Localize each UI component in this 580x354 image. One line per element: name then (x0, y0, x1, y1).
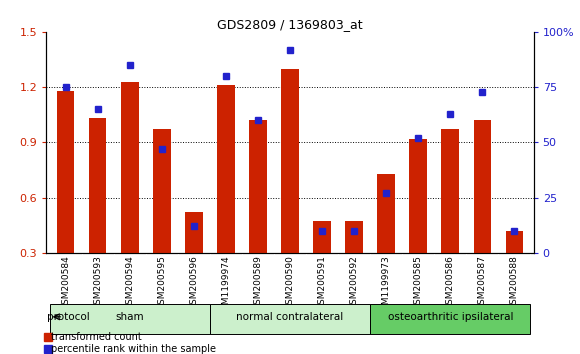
Bar (89, 118, 107, 253)
Text: transformed count: transformed count (51, 332, 142, 342)
Bar (345, 222, 363, 253)
Text: GSM200590: GSM200590 (285, 255, 295, 310)
Text: GSM200584: GSM200584 (61, 255, 70, 310)
Bar (185, 212, 202, 253)
Text: GSM1199973: GSM1199973 (382, 255, 391, 316)
Bar (217, 85, 235, 253)
Text: GSM200588: GSM200588 (510, 255, 519, 310)
Bar (153, 130, 171, 253)
Text: osteoarthritic ipsilateral: osteoarthritic ipsilateral (387, 312, 513, 322)
Bar (57, 91, 74, 253)
Bar (506, 231, 523, 253)
Bar (473, 120, 491, 253)
Bar (121, 81, 139, 253)
Text: GSM200595: GSM200595 (157, 255, 166, 310)
Text: GSM200596: GSM200596 (189, 255, 198, 310)
Text: GSM200589: GSM200589 (253, 255, 262, 310)
Bar (313, 222, 331, 253)
Bar (378, 173, 395, 253)
Title: GDS2809 / 1369803_at: GDS2809 / 1369803_at (217, 18, 363, 31)
Text: percentile rank within the sample: percentile rank within the sample (51, 344, 216, 354)
Text: sham: sham (115, 312, 144, 322)
Text: protocol: protocol (47, 312, 90, 322)
Text: GSM200587: GSM200587 (478, 255, 487, 310)
Text: GSM200585: GSM200585 (414, 255, 423, 310)
Bar (441, 130, 459, 253)
Text: normal contralateral: normal contralateral (237, 312, 343, 322)
FancyBboxPatch shape (210, 304, 370, 334)
Bar (249, 120, 267, 253)
Text: GSM200593: GSM200593 (93, 255, 102, 310)
Text: GSM1199974: GSM1199974 (222, 255, 230, 316)
Bar (281, 69, 299, 253)
FancyBboxPatch shape (370, 304, 530, 334)
Bar (409, 139, 427, 253)
Text: GSM200586: GSM200586 (446, 255, 455, 310)
FancyBboxPatch shape (50, 304, 210, 334)
Text: GSM200594: GSM200594 (125, 255, 134, 310)
Text: GSM200591: GSM200591 (318, 255, 327, 310)
Text: GSM200592: GSM200592 (350, 255, 358, 310)
